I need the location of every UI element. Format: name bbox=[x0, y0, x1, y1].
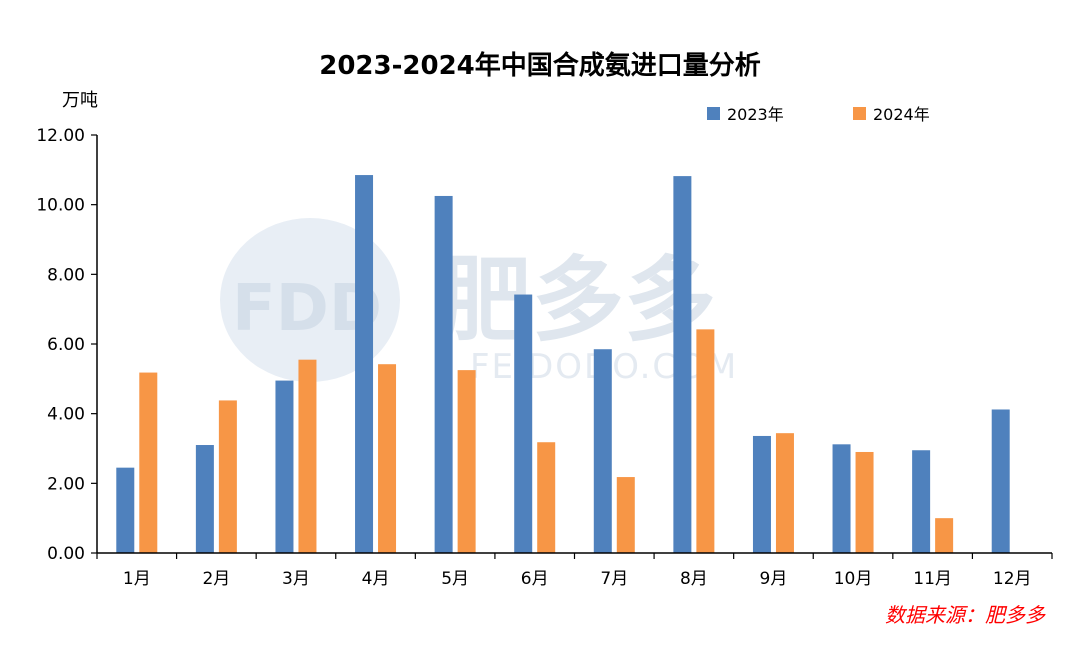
y-axis-unit: 万吨 bbox=[62, 90, 98, 111]
y-tick-label: 10.00 bbox=[36, 196, 85, 216]
bar-2023年-12月 bbox=[991, 409, 1010, 553]
bar-2023年-11月 bbox=[912, 450, 931, 553]
x-tick-label: 2月 bbox=[202, 569, 230, 589]
legend: 2023年 2024年 bbox=[707, 105, 930, 124]
y-tick-label: 12.00 bbox=[36, 126, 85, 146]
bar-2024年-11月 bbox=[935, 518, 954, 553]
bar-2023年-7月 bbox=[593, 349, 612, 553]
bar-2023年-4月 bbox=[355, 175, 374, 553]
x-tick-label: 11月 bbox=[913, 569, 952, 589]
bar-2024年-9月 bbox=[775, 433, 794, 553]
bar-2024年-10月 bbox=[855, 451, 874, 553]
x-tick-label: 12月 bbox=[993, 569, 1032, 589]
watermark-logo-icon bbox=[220, 218, 400, 382]
axes: 0.00 2.00 4.00 6.00 8.00 10.00 12.00 1月 2月 3月 4月 5月… bbox=[36, 126, 1053, 589]
bar-2024年-7月 bbox=[616, 477, 635, 553]
bar-2023年-2月 bbox=[195, 445, 214, 553]
bar-2024年-8月 bbox=[696, 329, 715, 553]
y-tick-label: 4.00 bbox=[47, 405, 85, 425]
x-tick-label: 4月 bbox=[362, 569, 390, 589]
x-tick-label: 8月 bbox=[680, 569, 708, 589]
x-tick-label: 3月 bbox=[282, 569, 310, 589]
legend-swatch bbox=[707, 107, 720, 120]
legend-swatch bbox=[853, 107, 866, 120]
x-tick-label: 1月 bbox=[123, 569, 151, 589]
bar-2023年-8月 bbox=[673, 176, 692, 553]
bar-2023年-1月 bbox=[116, 467, 135, 553]
source-note: 数据来源：肥多多 bbox=[885, 603, 1046, 627]
bar-2024年-6月 bbox=[537, 442, 556, 553]
legend-label: 2024年 bbox=[873, 105, 930, 124]
y-tick-label: 6.00 bbox=[47, 335, 85, 355]
bar-2024年-3月 bbox=[298, 359, 317, 553]
bar-2024年-1月 bbox=[139, 372, 158, 553]
bar-2023年-5月 bbox=[434, 195, 453, 554]
x-tick-label: 5月 bbox=[441, 569, 469, 589]
bar-2024年-2月 bbox=[218, 400, 237, 553]
bar-2024年-4月 bbox=[378, 364, 397, 553]
y-tick-label: 2.00 bbox=[47, 474, 85, 494]
watermark-brand: 肥多多 bbox=[440, 247, 716, 354]
bar-2023年-6月 bbox=[514, 294, 533, 553]
y-tick-label: 0.00 bbox=[47, 544, 85, 564]
legend-label: 2023年 bbox=[727, 105, 784, 124]
chart-title: 2023-2024年中国合成氨进口量分析 bbox=[319, 50, 761, 81]
y-tick-label: 8.00 bbox=[47, 265, 85, 285]
x-tick-label: 10月 bbox=[834, 569, 873, 589]
x-tick-label: 7月 bbox=[600, 569, 628, 589]
bar-2024年-5月 bbox=[457, 370, 476, 553]
watermark: FDD 肥多多 FEIDODO.COM bbox=[220, 218, 736, 387]
x-tick-label: 6月 bbox=[521, 569, 549, 589]
bar-2023年-9月 bbox=[752, 435, 771, 553]
bars bbox=[116, 175, 1010, 554]
x-tick-label: 9月 bbox=[760, 569, 788, 589]
bar-2023年-3月 bbox=[275, 380, 294, 553]
bar-2023年-10月 bbox=[832, 444, 851, 553]
